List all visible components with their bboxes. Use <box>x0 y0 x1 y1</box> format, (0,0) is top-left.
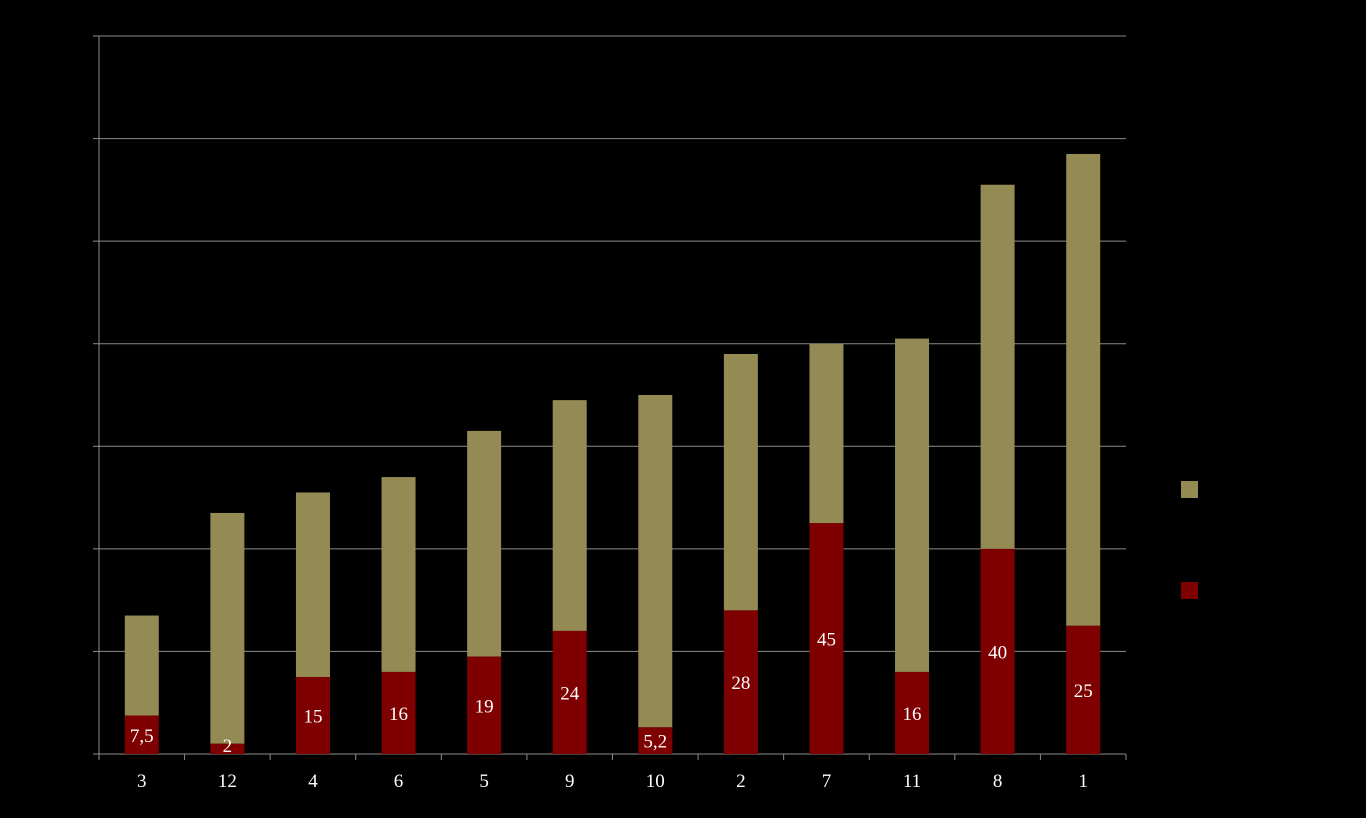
data-label: 15 <box>303 707 322 728</box>
x-tick-label: 1 <box>1078 771 1088 792</box>
x-tick-label: 6 <box>394 771 404 792</box>
bar-segment-upper <box>638 395 673 728</box>
bar-segment-lower <box>638 727 673 754</box>
bar-segment-upper <box>723 353 758 611</box>
axes <box>93 35 1127 760</box>
bar-segment-lower <box>552 630 587 754</box>
x-tick-label: 9 <box>565 771 575 792</box>
bar-segment-lower <box>124 715 159 754</box>
data-labels: 7,5 2 15 16 19 24 5,2 28 45 16 40 25 <box>130 630 1093 757</box>
bar-segment-lower <box>895 671 930 754</box>
data-label: 7,5 <box>130 726 154 747</box>
data-label: 5,2 <box>643 732 667 753</box>
x-tick-label: 3 <box>137 771 147 792</box>
bar-segment-upper <box>809 343 844 524</box>
bar-segment-lower <box>210 743 245 754</box>
bar-segment-upper <box>552 400 587 631</box>
bars <box>124 153 1101 754</box>
data-label: 40 <box>988 642 1007 663</box>
bar-segment-upper <box>895 338 930 672</box>
data-label: 24 <box>560 683 580 704</box>
bar-segment-lower <box>381 671 416 754</box>
x-tick-label: 7 <box>822 771 832 792</box>
bar-segment-upper <box>467 430 502 657</box>
data-label: 2 <box>223 736 233 757</box>
bar-segment-lower <box>723 610 758 754</box>
x-tick-label: 5 <box>479 771 489 792</box>
data-label: 45 <box>817 630 836 651</box>
x-tick-label: 8 <box>993 771 1003 792</box>
bar-segment-upper <box>980 184 1015 549</box>
legend-swatch-upper <box>1181 481 1198 498</box>
bar-segment-lower <box>467 656 502 754</box>
x-tick-labels: 3 12 4 6 5 9 10 2 7 11 8 1 <box>137 771 1088 792</box>
x-tick-label: 2 <box>736 771 746 792</box>
bar-segment-upper <box>124 615 159 716</box>
x-tick-label: 4 <box>308 771 318 792</box>
bar-segment-upper <box>295 492 330 678</box>
x-tick-label: 12 <box>218 771 237 792</box>
legend <box>1181 481 1198 599</box>
x-tick-label: 10 <box>646 771 665 792</box>
bar-segment-lower <box>295 677 330 754</box>
bar-segment-lower <box>980 548 1015 754</box>
bar-segment-lower <box>809 523 844 754</box>
data-label: 16 <box>389 704 408 725</box>
gridlines <box>99 35 1126 652</box>
data-label: 28 <box>731 673 750 694</box>
data-label: 16 <box>903 704 922 725</box>
data-label: 19 <box>475 696 494 717</box>
bar-segment-lower <box>1066 625 1101 754</box>
x-tick-label: 11 <box>903 771 921 792</box>
bar-segment-upper <box>1066 153 1101 626</box>
data-label: 25 <box>1074 681 1093 702</box>
bar-segment-upper <box>210 512 245 744</box>
legend-swatch-lower <box>1181 582 1198 599</box>
bar-segment-upper <box>381 477 416 672</box>
